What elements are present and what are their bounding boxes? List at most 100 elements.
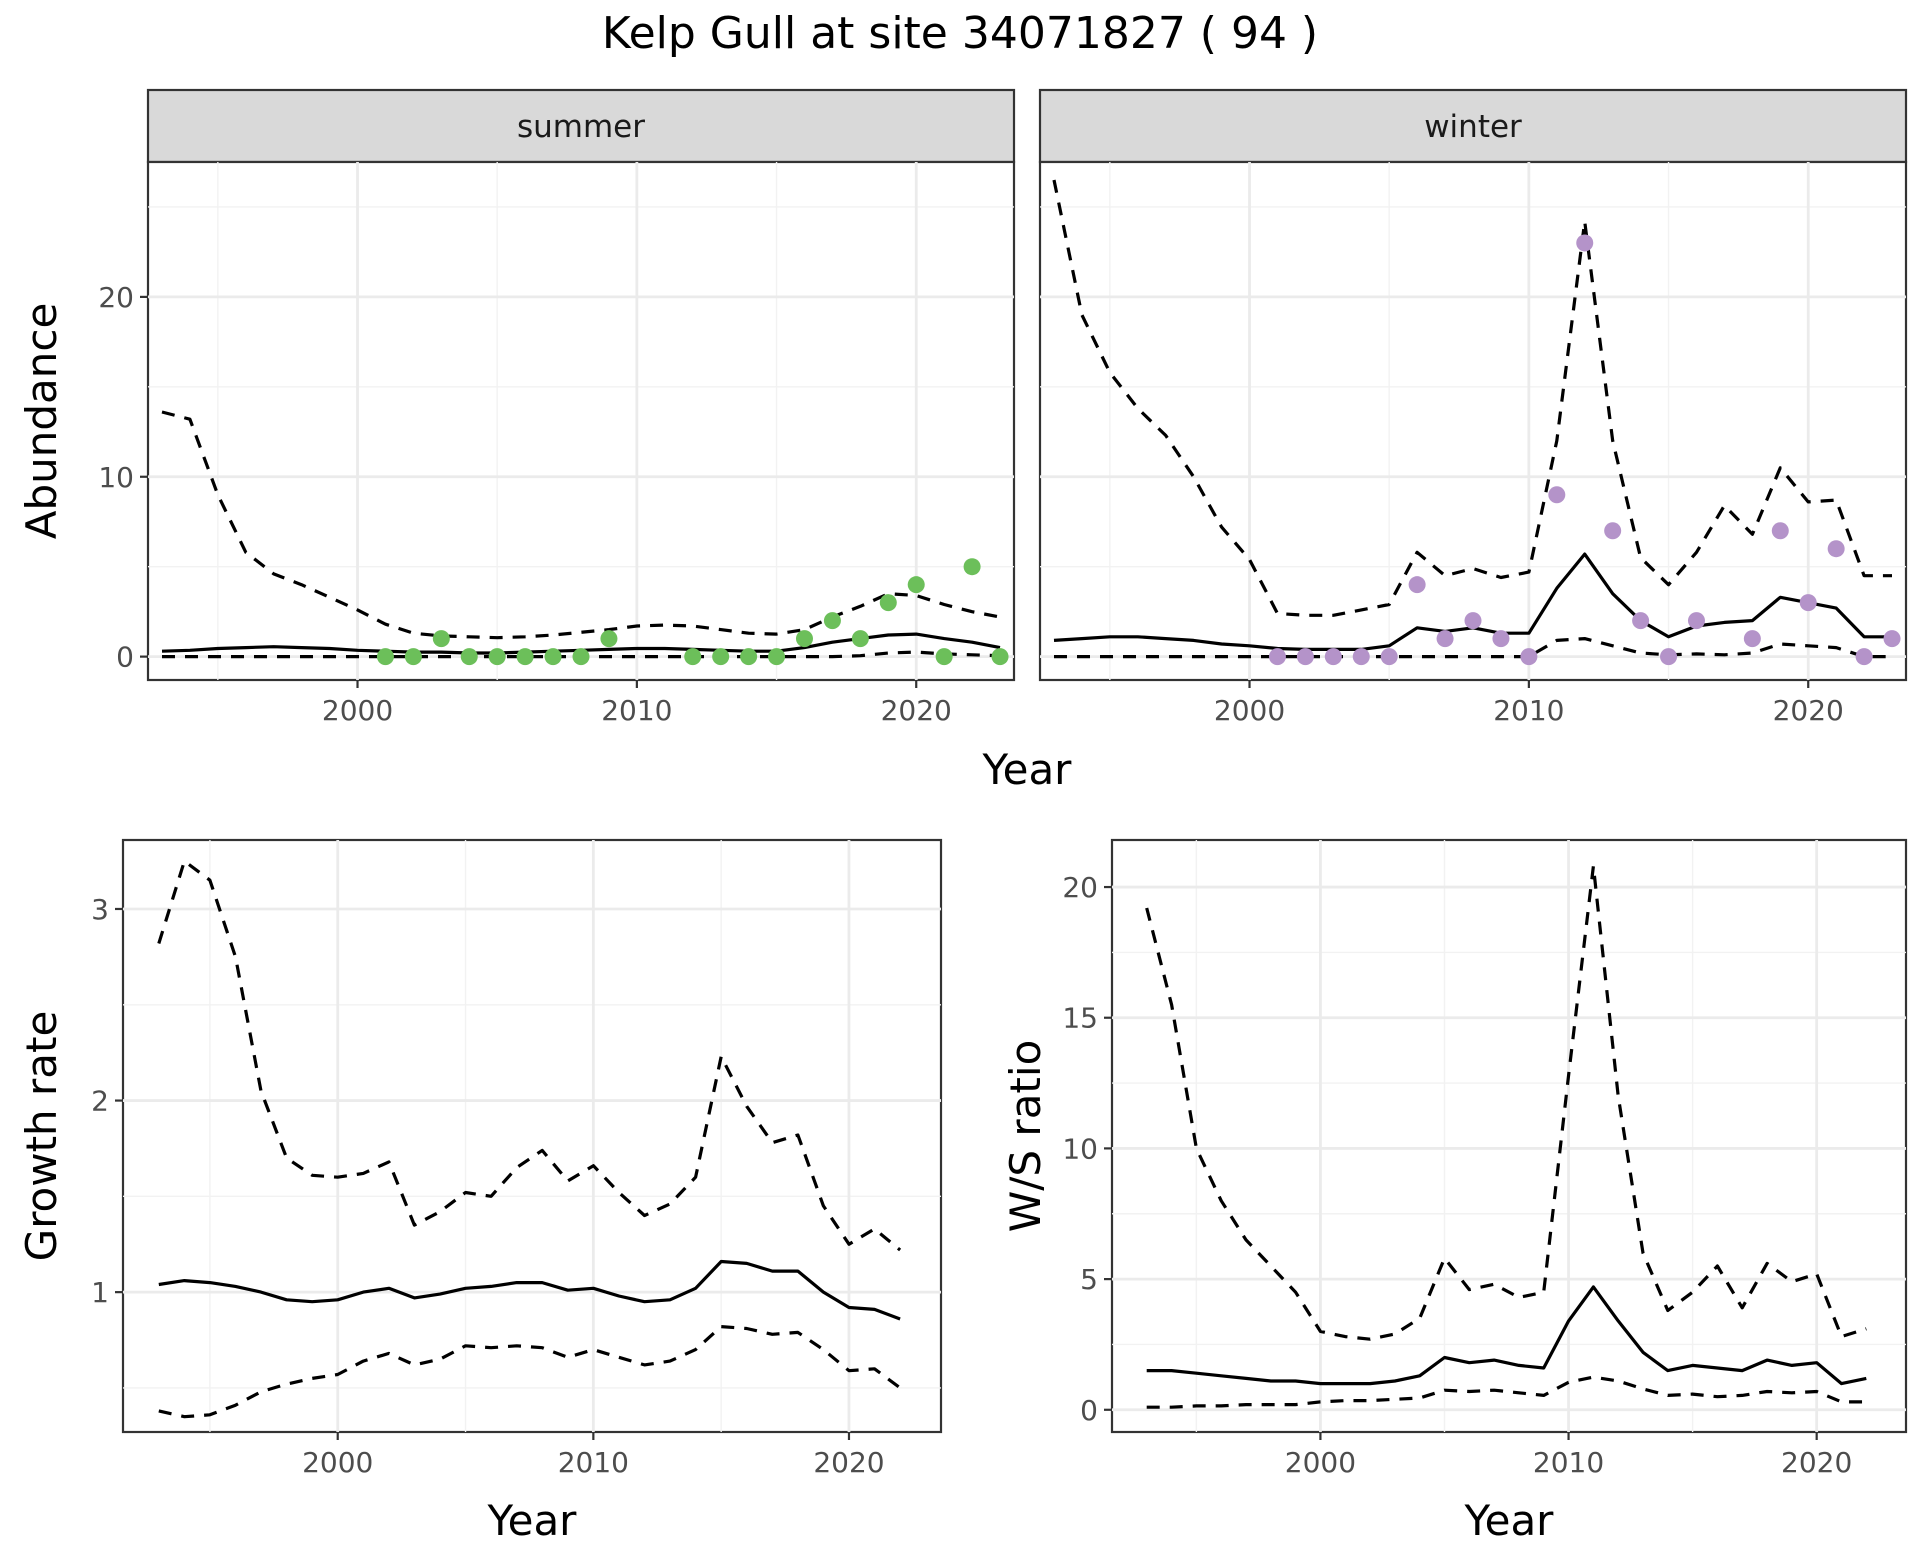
observed-points (376, 558, 1009, 666)
plot-area-winter (1038, 160, 1908, 682)
x-axis-title-growth-rate: Year (487, 1496, 578, 1545)
data-point (879, 594, 897, 612)
plot-area-summer (146, 160, 1016, 682)
data-point (1464, 612, 1482, 630)
x-axis-ticks: 2000 2010 2020 (322, 680, 952, 727)
data-point (572, 648, 590, 666)
data-point (1827, 540, 1845, 558)
data-point (740, 648, 758, 666)
facet-strip-summer (146, 88, 1016, 164)
x-axis-title-ws-ratio: Year (1464, 1496, 1555, 1545)
data-point (1576, 234, 1594, 252)
y-axis-title-abundance: Abundance (17, 303, 66, 540)
data-point (1436, 630, 1454, 648)
data-point (404, 648, 422, 666)
data-point (907, 576, 925, 594)
data-point (1632, 612, 1650, 630)
data-point (1324, 648, 1342, 666)
y-tick-label: 1 (91, 1276, 109, 1309)
x-tick-label: 2010 (1493, 694, 1564, 727)
x-tick-label: 2020 (1773, 694, 1844, 727)
y-tick-label: 10 (1062, 1132, 1098, 1165)
y-tick-label: 10 (98, 461, 134, 494)
data-point (1352, 648, 1370, 666)
data-point (1799, 594, 1817, 612)
x-tick-label: 2000 (1214, 694, 1285, 727)
data-point (935, 648, 953, 666)
plot-area-growth-rate (121, 838, 943, 1434)
data-point (1492, 630, 1510, 648)
data-point (600, 630, 618, 648)
upper-bound-line (1052, 179, 1892, 617)
data-point (1855, 648, 1873, 666)
data-point (1660, 648, 1678, 666)
x-tick-label: 2020 (813, 1446, 884, 1479)
data-point (516, 648, 534, 666)
data-point (1883, 630, 1901, 648)
y-tick-label: 20 (98, 281, 134, 314)
data-point (991, 648, 1009, 666)
panel-growth-rate: 2000 2010 2020 1 2 3 (91, 838, 943, 1479)
panel-ws-ratio: 2000 2010 2020 0 5 10 15 20 (1062, 838, 1908, 1479)
x-tick-label: 2010 (558, 1446, 629, 1479)
figure-title: Kelp Gull at site 34071827 ( 94 ) (602, 8, 1318, 59)
data-point (1296, 648, 1314, 666)
y-axis-ticks: 0 5 10 15 20 (1062, 871, 1112, 1427)
upper-bound-line (161, 410, 1001, 640)
x-tick-label: 2000 (322, 694, 393, 727)
data-point (460, 648, 478, 666)
y-axis-title-growth-rate: Growth rate (17, 1011, 66, 1262)
data-point (712, 648, 730, 666)
gridlines (1112, 840, 1906, 1432)
plot-area-ws-ratio (1110, 838, 1908, 1434)
lower-bound-line (1146, 1375, 1867, 1409)
data-point (823, 612, 841, 630)
upper-bound-line (157, 859, 902, 1252)
data-point (963, 558, 981, 576)
data-point (1380, 648, 1398, 666)
x-tick-label: 2000 (302, 1446, 373, 1479)
mean-line (158, 1259, 901, 1321)
x-tick-label: 2020 (881, 694, 952, 727)
data-point (488, 648, 506, 666)
x-axis-ticks: 2000 2010 2020 (1214, 680, 1844, 727)
x-axis-title-abundance: Year (982, 745, 1073, 794)
observed-points (1268, 234, 1901, 666)
y-tick-label: 20 (1062, 871, 1098, 904)
mean-line (1146, 1285, 1867, 1386)
x-axis-ticks: 2000 2010 2020 (1285, 1432, 1852, 1479)
y-tick-label: 3 (91, 893, 109, 926)
y-axis-ticks: 1 2 3 (91, 893, 123, 1309)
upper-bound-line (1145, 864, 1867, 1341)
data-point (1520, 648, 1538, 666)
x-tick-label: 2010 (601, 694, 672, 727)
y-tick-label: 0 (1080, 1394, 1098, 1427)
y-tick-label: 2 (91, 1085, 109, 1118)
facet-label-summer: summer (517, 109, 645, 145)
series-lines (1145, 864, 1867, 1409)
data-point (1268, 648, 1286, 666)
y-axis-title-ws-ratio: W/S ratio (1001, 1040, 1050, 1233)
data-point (1408, 576, 1426, 594)
data-point (1771, 522, 1789, 540)
data-point (376, 648, 394, 666)
gridlines (123, 840, 941, 1432)
data-point (1743, 630, 1761, 648)
facet-strip-winter (1038, 88, 1908, 164)
series-lines (157, 859, 902, 1419)
data-point (1548, 486, 1566, 504)
lower-bound-line (1054, 637, 1892, 659)
y-tick-label: 5 (1080, 1263, 1098, 1296)
gridlines (1040, 162, 1906, 680)
facet-label-winter: winter (1424, 109, 1522, 145)
x-axis-ticks: 2000 2010 2020 (302, 1432, 885, 1479)
data-point (1604, 522, 1622, 540)
data-point (851, 630, 869, 648)
data-point (684, 648, 702, 666)
data-point (544, 648, 562, 666)
lower-bound-line (158, 1325, 902, 1419)
y-tick-label: 0 (116, 641, 134, 674)
data-point (432, 630, 450, 648)
x-tick-label: 2000 (1285, 1446, 1356, 1479)
